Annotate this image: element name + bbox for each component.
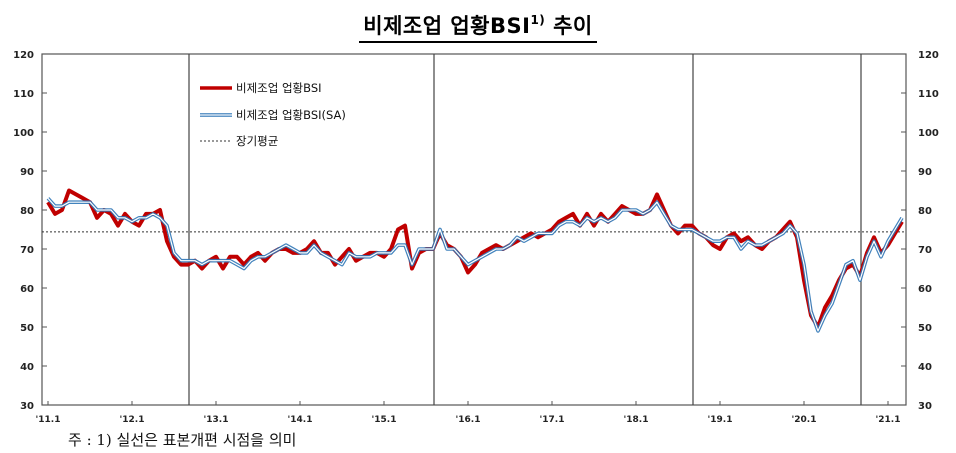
chart-title-wrap: 비제조업 업황BSI1) 추이 [0,10,956,43]
x-tick-label: '17.1 [540,415,565,425]
y-tick-label-right: 100 [918,128,939,139]
x-tick-label: '13.1 [204,415,229,425]
y-tick-label-right: 90 [918,167,932,178]
x-tick-label: '14.1 [288,415,313,425]
legend-item-bsi: 비제조업 업황BSI [200,81,322,95]
chart-title-main: 비제조업 업황BSI [363,14,531,38]
x-tick-label: '11.1 [36,415,61,425]
footnote: 주 : 1) 실선은 표본개편 시점을 의미 [68,431,297,449]
series-bsi-line [46,188,904,329]
x-tick-label: '16.1 [456,415,481,425]
legend-item-bsi-sa: 비제조업 업황BSI(SA) [200,108,346,122]
series-bsi-sa-line-inner [47,197,903,332]
y-tick-label-right: 50 [918,323,932,334]
legend: 비제조업 업황BSI 비제조업 업황BSI(SA) 장기평균 [200,81,346,148]
y-tick-label-left: 100 [13,128,34,139]
y-tick-label-left: 30 [20,401,34,412]
plot-frame [41,53,907,406]
y-tick-label-left: 70 [20,245,34,256]
y-tick-label-right: 110 [918,89,939,100]
y-tick-label-left: 90 [20,167,34,178]
legend-label-bsi-sa: 비제조업 업황BSI(SA) [236,108,346,122]
y-tick-label-left: 60 [20,284,34,295]
y-tick-label-left: 40 [20,362,34,373]
y-tick-label-left: 120 [13,50,34,61]
chart-title-suffix: 추이 [553,14,593,38]
y-tick-label-right: 120 [918,50,939,61]
y-tick-label-right: 60 [918,284,932,295]
y-tick-label-left: 50 [20,323,34,334]
x-tick-label: '21.1 [876,415,901,425]
y-axis-left: 30 40 50 60 70 80 90 100 110 120 [13,50,47,412]
chart-title: 비제조업 업황BSI1) 추이 [359,10,597,43]
title-footnote-marker: 1) [530,13,546,27]
y-tick-label-right: 70 [918,245,932,256]
y-tick-label-right: 40 [918,362,932,373]
data-series [46,188,904,333]
y-tick-label-left: 110 [13,89,34,100]
x-tick-label: '18.1 [624,415,649,425]
plot-area-border [41,53,907,406]
legend-label-average: 장기평균 [236,134,278,148]
x-tick-label: '12.1 [120,415,145,425]
legend-label-bsi: 비제조업 업황BSI [236,81,322,95]
sample-revision-lines [188,54,862,405]
y-axis-right: 30 40 50 60 70 80 90 100 110 120 [901,50,939,412]
x-tick-label: '15.1 [372,415,397,425]
x-axis: '11.1 '12.1 '13.1 '14.1 '15.1 '16.1 '17.1 '18.1… [36,401,901,425]
legend-item-average: 장기평균 [200,134,278,148]
x-tick-label: '19.1 [708,415,733,425]
x-tick-label: '20.1 [792,415,817,425]
y-tick-label-right: 30 [918,401,932,412]
y-tick-label-left: 80 [20,206,34,217]
y-tick-label-right: 80 [918,206,932,217]
